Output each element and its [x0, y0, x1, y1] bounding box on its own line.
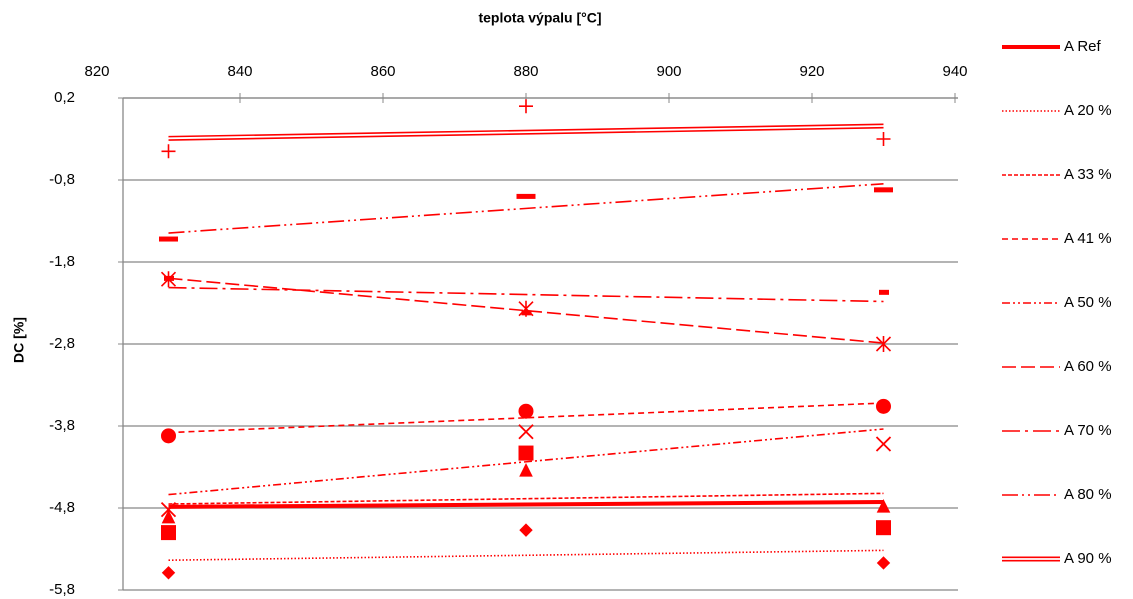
- marker: [161, 509, 176, 524]
- y-tick-label: -4,8: [49, 499, 75, 516]
- legend-label: A 70 %: [1064, 422, 1112, 439]
- x-tick-label: 840: [227, 63, 252, 80]
- x-tick-label: 880: [513, 63, 538, 80]
- marker: [518, 445, 534, 461]
- y-tick-label: -1,8: [49, 253, 75, 270]
- marker: [519, 99, 533, 114]
- legend-label: A Ref: [1064, 38, 1102, 55]
- marker: [516, 193, 536, 199]
- x-tick-label: 900: [656, 63, 681, 80]
- trendline: [168, 549, 884, 562]
- marker: [875, 336, 892, 352]
- legend-label: A 60 %: [1064, 358, 1112, 375]
- marker: [875, 436, 892, 452]
- x-tick-label: 820: [84, 63, 109, 80]
- y-tick-label: -2,8: [49, 335, 75, 352]
- marker: [161, 428, 176, 444]
- marker: [876, 520, 891, 536]
- legend-label: A 50 %: [1064, 294, 1112, 311]
- trendline: [168, 286, 884, 303]
- y-tick-label: -0,8: [49, 171, 75, 188]
- trendline-inner: [168, 125, 884, 140]
- marker: [518, 424, 534, 440]
- y-tick-label: -5,8: [49, 581, 75, 598]
- marker: [518, 403, 534, 419]
- legend-label: A 41 %: [1064, 230, 1112, 247]
- trendline: [168, 183, 884, 234]
- x-axis-title: teplota výpalu [°C]: [478, 10, 601, 26]
- marker: [161, 525, 176, 541]
- marker: [161, 566, 176, 580]
- legend-label: A 33 %: [1064, 166, 1112, 183]
- marker: [879, 289, 889, 295]
- y-tick-label: 0,2: [54, 89, 75, 106]
- x-tick-label: 920: [799, 63, 824, 80]
- marker: [159, 236, 178, 242]
- marker: [874, 187, 893, 193]
- trendline: [168, 499, 884, 509]
- marker: [876, 556, 891, 570]
- x-tick-label: 860: [370, 63, 395, 80]
- marker: [164, 275, 174, 281]
- y-axis-title: DC [%]: [11, 317, 27, 363]
- legend-label: A 90 %: [1064, 550, 1112, 567]
- marker: [876, 398, 891, 414]
- marker: [519, 523, 533, 537]
- y-tick-label: -3,8: [49, 417, 75, 434]
- x-tick-label: 940: [942, 63, 967, 80]
- trendline: [168, 492, 884, 505]
- marker: [519, 462, 533, 477]
- marker: [160, 502, 177, 518]
- marker: [521, 310, 532, 316]
- trendline: [168, 428, 884, 496]
- marker: [876, 132, 891, 146]
- trendline: [168, 277, 884, 344]
- marker: [161, 144, 176, 159]
- legend-label: A 20 %: [1064, 102, 1112, 119]
- marker: [876, 499, 891, 513]
- legend-label: A 80 %: [1064, 486, 1112, 503]
